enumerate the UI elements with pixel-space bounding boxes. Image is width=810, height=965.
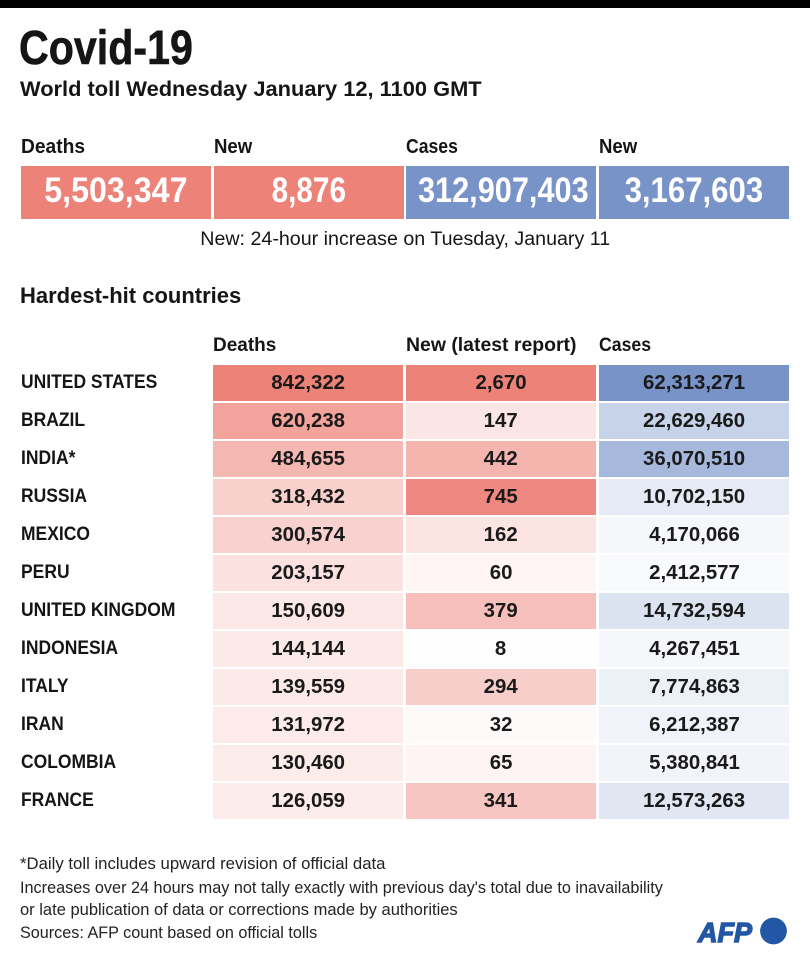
svg-text:AFP: AFP	[697, 917, 752, 948]
